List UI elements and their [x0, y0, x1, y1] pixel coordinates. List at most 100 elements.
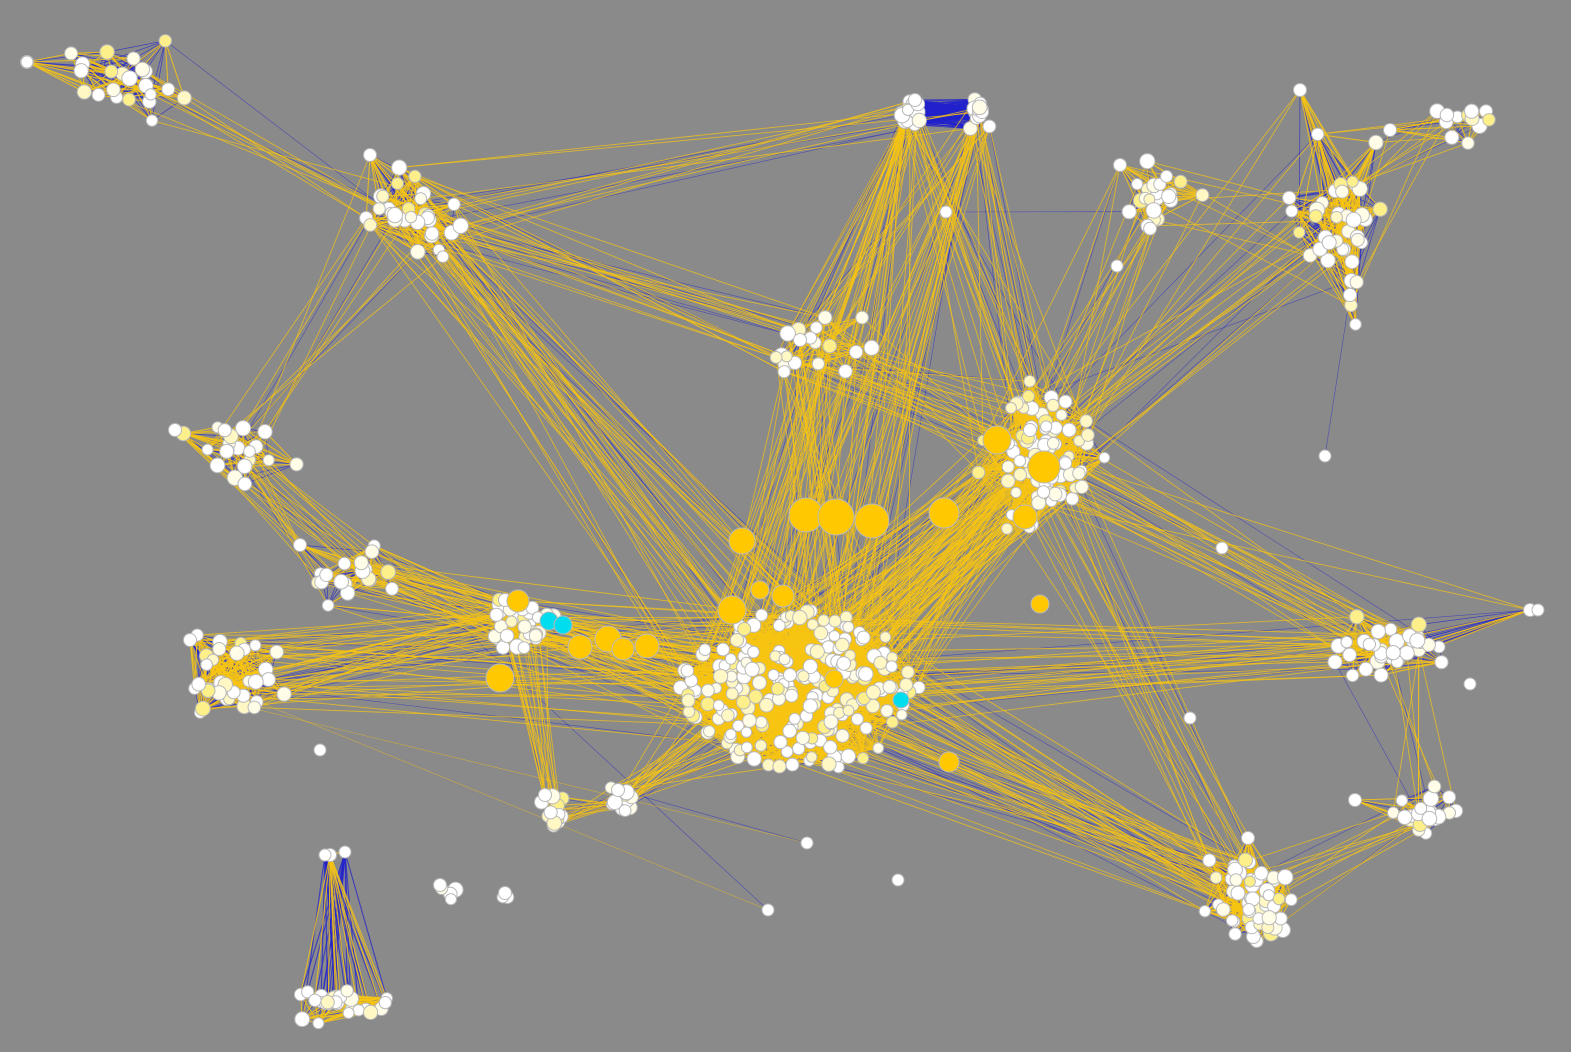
graph-node[interactable]	[342, 1007, 355, 1019]
graph-node[interactable]	[1023, 375, 1036, 388]
graph-node[interactable]	[809, 644, 825, 660]
graph-node[interactable]	[1285, 204, 1299, 218]
graph-node[interactable]	[783, 668, 797, 682]
graph-node[interactable]	[1242, 903, 1256, 916]
graph-node[interactable]	[863, 339, 880, 356]
graph-node[interactable]	[408, 169, 422, 183]
graph-node[interactable]	[736, 694, 751, 710]
graph-node[interactable]	[842, 704, 855, 717]
graph-node[interactable]	[1320, 252, 1336, 269]
graph-node[interactable]	[313, 743, 327, 757]
graph-node[interactable]	[353, 555, 369, 571]
graph-node[interactable]	[340, 984, 354, 998]
graph-node[interactable]	[176, 90, 192, 106]
graph-node[interactable]	[321, 599, 335, 612]
graph-node[interactable]	[1383, 123, 1397, 137]
graph-node[interactable]	[856, 630, 871, 645]
graph-node[interactable]	[778, 653, 791, 666]
graph-node-gold[interactable]	[854, 503, 890, 539]
graph-node[interactable]	[1427, 779, 1442, 794]
graph-node[interactable]	[1143, 221, 1157, 236]
graph-node[interactable]	[703, 725, 716, 738]
graph-node-gold[interactable]	[982, 425, 1012, 455]
graph-node[interactable]	[1439, 107, 1455, 123]
graph-node[interactable]	[91, 88, 106, 102]
graph-node[interactable]	[1013, 467, 1028, 482]
graph-node[interactable]	[740, 726, 753, 738]
graph-node[interactable]	[247, 700, 262, 715]
graph-node[interactable]	[1113, 158, 1127, 172]
graph-node[interactable]	[769, 351, 783, 364]
graph-node[interactable]	[1358, 661, 1374, 677]
graph-node[interactable]	[1046, 398, 1060, 412]
graph-node[interactable]	[498, 886, 512, 900]
graph-node[interactable]	[161, 82, 176, 97]
graph-node-gold[interactable]	[1027, 450, 1061, 484]
graph-node[interactable]	[755, 715, 768, 729]
graph-node[interactable]	[337, 556, 352, 571]
graph-node[interactable]	[713, 668, 729, 684]
graph-node[interactable]	[751, 675, 767, 691]
graph-node[interactable]	[724, 653, 737, 665]
graph-node[interactable]	[209, 457, 226, 474]
graph-node-gold[interactable]	[717, 595, 747, 625]
graph-node[interactable]	[817, 614, 830, 627]
graph-node[interactable]	[414, 192, 428, 206]
graph-node[interactable]	[742, 713, 757, 728]
graph-node[interactable]	[201, 443, 214, 456]
graph-node[interactable]	[1346, 175, 1359, 188]
graph-node[interactable]	[452, 217, 469, 235]
graph-node[interactable]	[780, 745, 794, 759]
graph-node[interactable]	[1198, 905, 1212, 918]
graph-node[interactable]	[1005, 402, 1017, 414]
graph-node[interactable]	[517, 619, 532, 634]
graph-node[interactable]	[444, 893, 457, 906]
graph-node[interactable]	[1228, 927, 1242, 941]
graph-node[interactable]	[767, 669, 780, 681]
graph-node[interactable]	[217, 423, 232, 438]
graph-node[interactable]	[822, 338, 838, 354]
graph-node[interactable]	[363, 148, 377, 162]
graph-node[interactable]	[813, 625, 829, 641]
graph-node[interactable]	[1368, 134, 1384, 151]
graph-node[interactable]	[971, 99, 988, 116]
graph-node[interactable]	[262, 454, 275, 467]
graph-node[interactable]	[1001, 460, 1015, 474]
graph-node-gold[interactable]	[728, 527, 756, 555]
graph-node[interactable]	[1464, 103, 1480, 119]
graph-node[interactable]	[1081, 428, 1095, 442]
graph-node[interactable]	[1282, 190, 1297, 205]
graph-node[interactable]	[76, 84, 92, 100]
graph-node[interactable]	[338, 845, 352, 859]
graph-node[interactable]	[144, 88, 157, 101]
graph-node[interactable]	[838, 364, 853, 379]
graph-node[interactable]	[219, 443, 235, 459]
graph-node[interactable]	[761, 903, 775, 917]
graph-node[interactable]	[1318, 449, 1332, 463]
graph-node[interactable]	[721, 708, 735, 723]
graph-node[interactable]	[737, 622, 752, 636]
graph-node[interactable]	[792, 609, 808, 626]
graph-node[interactable]	[828, 614, 842, 628]
graph-node[interactable]	[1350, 232, 1365, 247]
graph-node[interactable]	[247, 673, 264, 690]
graph-node[interactable]	[939, 205, 953, 219]
graph-node[interactable]	[1395, 794, 1409, 807]
graph-node[interactable]	[797, 670, 810, 683]
graph-node[interactable]	[191, 676, 206, 692]
graph-node[interactable]	[1074, 479, 1089, 494]
graph-node[interactable]	[183, 633, 197, 647]
graph-node[interactable]	[294, 1011, 311, 1028]
graph-node[interactable]	[1308, 209, 1323, 224]
graph-node[interactable]	[168, 423, 182, 437]
graph-node[interactable]	[1362, 637, 1377, 652]
graph-node[interactable]	[1372, 201, 1388, 217]
graph-node[interactable]	[886, 715, 899, 729]
graph-node[interactable]	[1342, 647, 1357, 663]
graph-node[interactable]	[891, 873, 905, 887]
graph-node[interactable]	[835, 728, 850, 743]
graph-node[interactable]	[802, 658, 819, 675]
graph-node[interactable]	[1349, 275, 1364, 290]
graph-node[interactable]	[788, 712, 801, 725]
